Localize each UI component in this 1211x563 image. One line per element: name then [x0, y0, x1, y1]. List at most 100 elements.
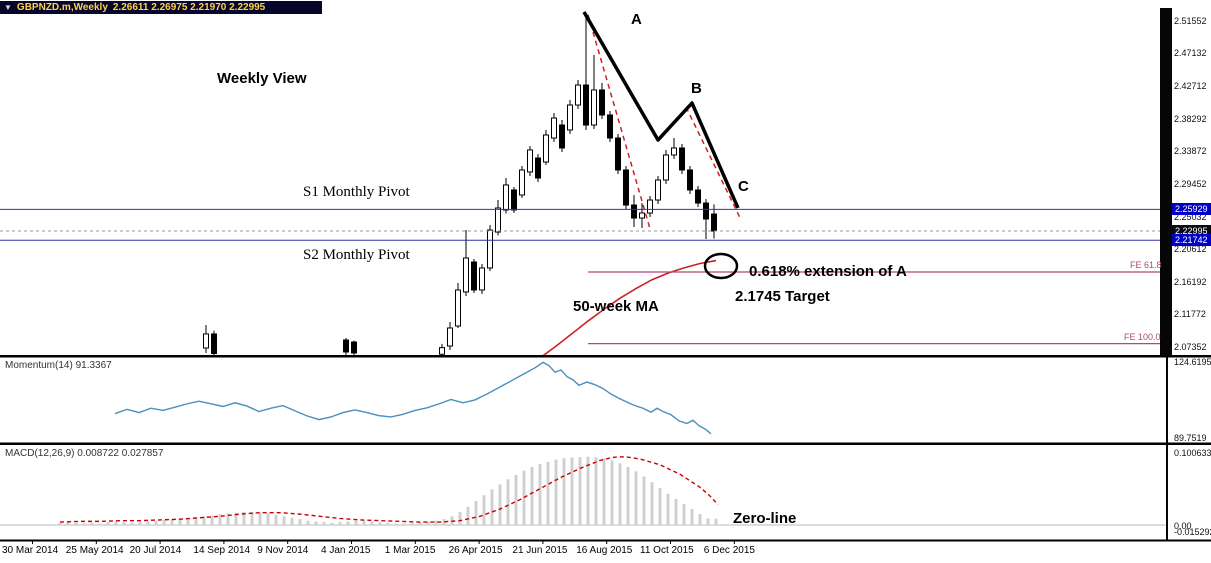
macd-bar	[322, 522, 326, 525]
macd-bar	[642, 476, 646, 525]
macd-bar	[114, 521, 118, 525]
momentum-indicator-label: Momentum(14) 91.3367	[5, 360, 112, 371]
panel-separator[interactable]	[0, 442, 1211, 446]
annotation-weekly-view: Weekly View	[217, 70, 307, 87]
macd-bar	[586, 456, 590, 525]
annotation-wave-a: A	[631, 11, 642, 28]
candle-body	[703, 202, 709, 220]
macd-bar	[626, 466, 630, 525]
candle-body	[343, 339, 349, 353]
momentum-line	[114, 361, 712, 435]
macd-bar	[306, 520, 310, 525]
macd-bar	[194, 517, 198, 525]
macd-bar	[290, 517, 294, 525]
macd-bar	[538, 464, 542, 525]
macd-bar	[202, 516, 206, 525]
candle-body	[687, 169, 693, 191]
right-scale-strip	[1160, 8, 1172, 355]
macd-bar	[66, 522, 70, 525]
candle-body	[695, 189, 701, 204]
macd-bar	[682, 503, 686, 525]
macd-bar	[578, 457, 582, 525]
candle-body	[671, 147, 677, 156]
candle-body	[607, 114, 613, 139]
macd-bar	[466, 506, 470, 525]
macd-bar	[250, 511, 254, 525]
macd-bar	[274, 514, 278, 525]
macd-bar	[178, 518, 182, 525]
candle-body	[663, 154, 669, 181]
macd-bar	[138, 522, 142, 525]
macd-bar	[554, 459, 558, 525]
macd-bar	[394, 523, 398, 525]
macd-bar	[314, 521, 318, 525]
macd-signal-line	[59, 456, 719, 523]
macd-bar	[666, 493, 670, 525]
macd-bar	[706, 518, 710, 525]
macd-bar	[338, 522, 342, 525]
macd-bar	[674, 498, 678, 525]
candle-body	[439, 347, 445, 355]
symbol-title: GBPNZD.m,Weekly	[16, 2, 108, 13]
annotation-fe618: FE 61.8	[1130, 260, 1162, 270]
candle-body	[479, 267, 485, 291]
panel-separator[interactable]	[0, 539, 1211, 542]
candle-body	[599, 89, 605, 116]
macd-bar	[418, 522, 422, 525]
annotation-extension: 0.618% extension of A	[749, 263, 907, 280]
candle-body	[639, 212, 645, 219]
candle-body	[455, 289, 461, 327]
date-tick	[223, 541, 225, 544]
date-tick	[733, 541, 735, 544]
macd-bar	[130, 522, 134, 525]
chart-title-bar: ▼ GBPNZD.m,Weekly 2.26611 2.26975 2.2197…	[0, 1, 322, 14]
macd-bar	[186, 517, 190, 525]
macd-bar	[698, 514, 702, 525]
macd-bar	[362, 520, 366, 525]
macd-bar	[714, 518, 718, 525]
right-scale-line	[1166, 357, 1168, 540]
candle-body	[519, 169, 525, 196]
macd-bar	[170, 519, 174, 525]
macd-bar	[122, 522, 126, 525]
macd-bar	[410, 522, 414, 525]
macd-bar	[90, 522, 94, 525]
macd-bar	[650, 482, 654, 525]
macd-bar	[218, 514, 222, 525]
panel-separator[interactable]	[0, 355, 1211, 358]
macd-bar	[426, 521, 430, 525]
date-tick	[670, 541, 671, 544]
macd-bar	[458, 511, 462, 525]
macd-bar	[474, 501, 478, 525]
main-pane[interactable]	[203, 11, 741, 359]
candle-body	[655, 179, 661, 201]
macd-bar	[146, 521, 150, 525]
candle-body	[203, 333, 209, 349]
symbol-dropdown-icon[interactable]: ▼	[4, 3, 12, 12]
candle-body	[503, 184, 509, 211]
macd-indicator-label: MACD(12,26,9) 0.008722 0.027857	[5, 448, 164, 459]
candle-body	[615, 137, 621, 171]
date-tick	[351, 541, 352, 544]
candle-body	[551, 117, 557, 139]
candle-body	[631, 204, 637, 219]
macd-bar	[106, 522, 110, 525]
macd-bar	[658, 488, 662, 525]
date-tick	[159, 541, 161, 544]
candle-body	[511, 189, 517, 211]
macd-bar	[634, 471, 638, 525]
dashed-trendline	[587, 14, 651, 230]
macd-bar	[402, 523, 406, 525]
candle-body	[559, 124, 565, 149]
macd-bar	[298, 519, 302, 525]
macd-bar	[570, 457, 574, 525]
date-tick	[478, 541, 480, 544]
date-tick	[95, 541, 97, 544]
macd-bar	[522, 470, 526, 525]
abc-zigzag-line	[582, 11, 740, 209]
date-tick	[287, 541, 289, 544]
macd-bar	[546, 461, 550, 525]
candle-body	[575, 84, 581, 106]
